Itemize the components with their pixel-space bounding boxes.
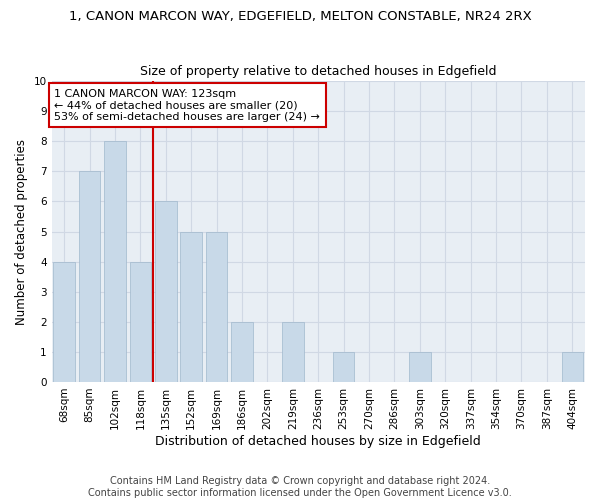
Bar [155, 202, 176, 382]
Bar [206, 232, 227, 382]
Bar [409, 352, 431, 382]
Text: Contains HM Land Registry data © Crown copyright and database right 2024.
Contai: Contains HM Land Registry data © Crown c… [88, 476, 512, 498]
Bar [79, 172, 100, 382]
Title: Size of property relative to detached houses in Edgefield: Size of property relative to detached ho… [140, 66, 497, 78]
Bar [333, 352, 355, 382]
Bar [130, 262, 151, 382]
Bar [562, 352, 583, 382]
Text: 1 CANON MARCON WAY: 123sqm
← 44% of detached houses are smaller (20)
53% of semi: 1 CANON MARCON WAY: 123sqm ← 44% of deta… [54, 88, 320, 122]
Y-axis label: Number of detached properties: Number of detached properties [15, 138, 28, 324]
Text: 1, CANON MARCON WAY, EDGEFIELD, MELTON CONSTABLE, NR24 2RX: 1, CANON MARCON WAY, EDGEFIELD, MELTON C… [68, 10, 532, 23]
Bar [104, 141, 126, 382]
Bar [231, 322, 253, 382]
Bar [181, 232, 202, 382]
Bar [53, 262, 75, 382]
X-axis label: Distribution of detached houses by size in Edgefield: Distribution of detached houses by size … [155, 434, 481, 448]
Bar [282, 322, 304, 382]
